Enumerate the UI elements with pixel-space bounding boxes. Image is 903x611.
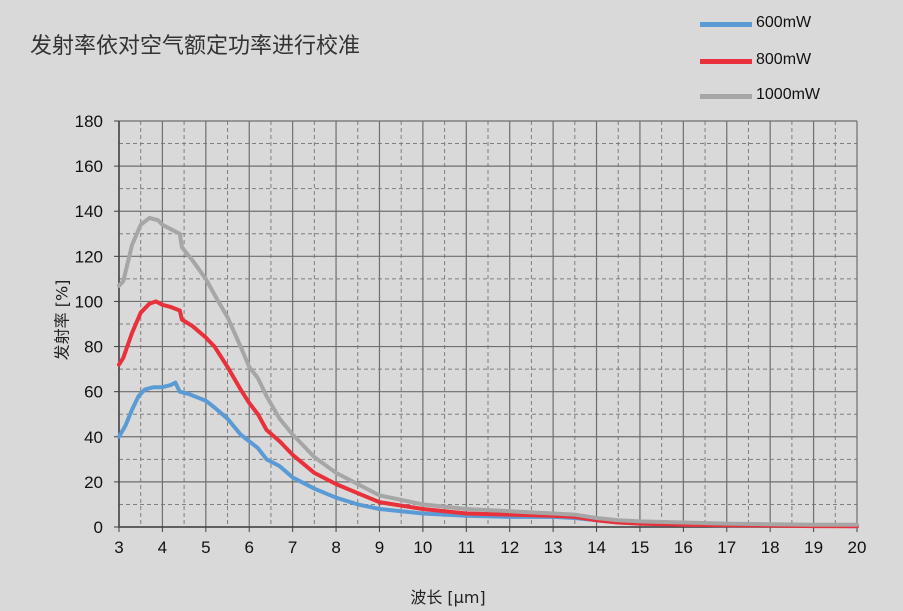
- y-tick-label: 0: [94, 518, 103, 537]
- x-tick-label: 10: [413, 538, 432, 557]
- y-tick-label: 60: [84, 383, 103, 402]
- x-tick-label: 11: [457, 538, 475, 557]
- x-tick-label: 19: [804, 538, 823, 557]
- legend-label-800mw: 800mW: [756, 51, 812, 68]
- legend-label-1000mw: 1000mW: [756, 86, 821, 103]
- legend-label-600mw: 600mW: [756, 14, 812, 31]
- x-tick-label: 12: [500, 538, 519, 557]
- x-tick-label: 18: [761, 538, 780, 557]
- y-tick-label: 140: [75, 202, 103, 221]
- y-tick-label: 20: [84, 473, 103, 492]
- x-tick-label: 17: [717, 538, 736, 557]
- x-tick-label: 15: [630, 538, 649, 557]
- chart-title: 发射率依对空气额定功率进行校准: [30, 34, 361, 59]
- y-tick-label: 40: [84, 428, 103, 447]
- y-tick-label: 120: [75, 247, 103, 266]
- series-line-800mw: [117, 299, 859, 529]
- y-tick-label: 160: [75, 157, 103, 176]
- y-tick-label: 80: [84, 338, 103, 357]
- legend-swatch-600mw: [700, 22, 752, 27]
- x-tick-label: 20: [848, 538, 867, 557]
- x-tick-label: 6: [245, 538, 254, 557]
- x-tick-label: 16: [674, 538, 693, 557]
- x-tick-label: 4: [158, 538, 167, 557]
- legend-swatch-1000mw: [700, 94, 752, 99]
- x-tick-label: 13: [544, 538, 563, 557]
- x-tick-label: 9: [375, 538, 384, 557]
- x-axis-label: 波长 [µm]: [410, 588, 486, 607]
- x-tick-label: 5: [201, 538, 210, 557]
- x-tick-label: 3: [114, 538, 123, 557]
- x-tick-label: 8: [331, 538, 340, 557]
- x-tick-label: 7: [288, 538, 297, 557]
- series-line-1000mw: [117, 216, 859, 527]
- x-tick-label: 14: [587, 538, 606, 557]
- y-tick-label: 100: [75, 292, 103, 311]
- y-tick-label: 180: [75, 112, 103, 131]
- legend-swatch-800mw: [700, 59, 752, 64]
